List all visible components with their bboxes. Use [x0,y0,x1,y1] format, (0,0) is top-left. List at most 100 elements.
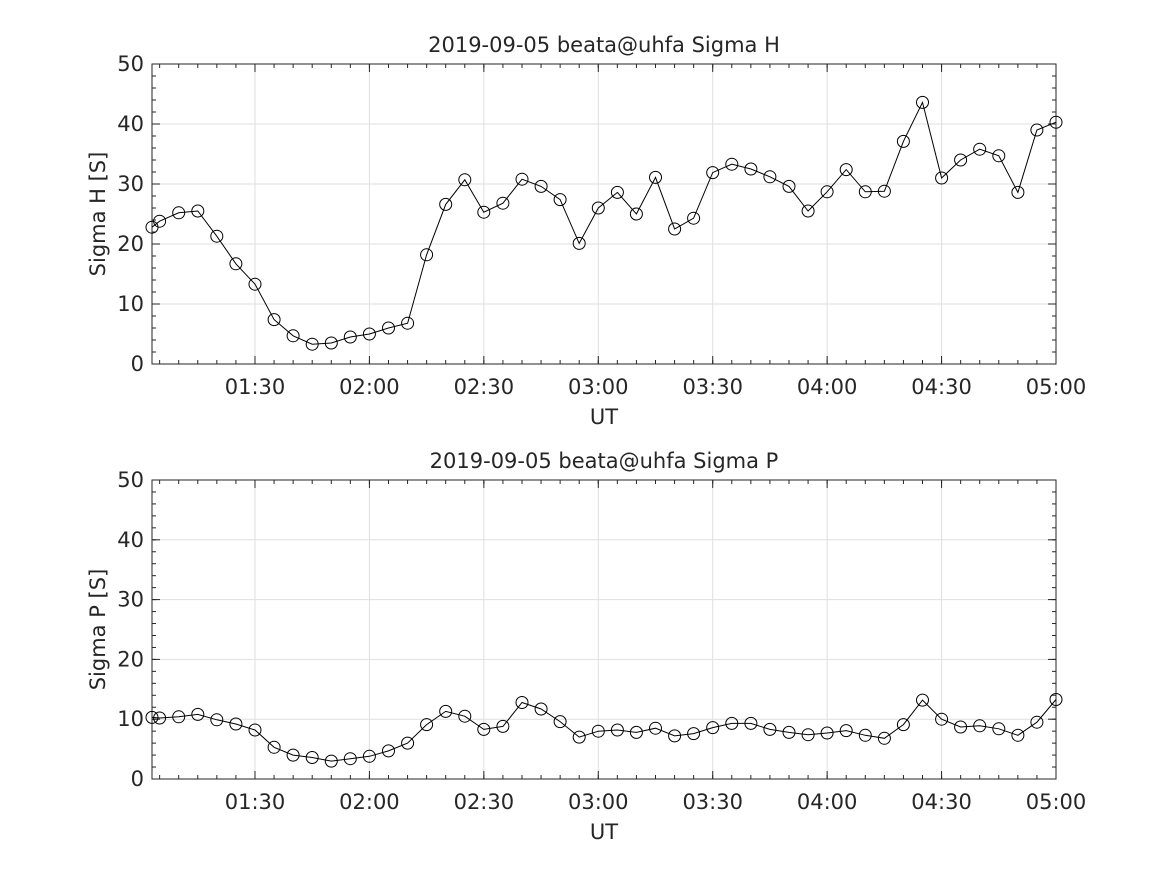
data-point [496,196,510,210]
x-tick-label: 02:00 [339,375,400,399]
data-point [267,740,281,754]
series-line [151,699,1057,762]
data-point [534,179,548,193]
data-point [687,211,701,225]
data-point [610,723,624,737]
x-tick-label: 03:00 [568,375,629,399]
data-point [145,710,159,724]
data-point [248,723,262,737]
data-point [725,157,739,171]
y-axis-label: Sigma H [S] [86,152,110,277]
data-point [229,717,243,731]
data-point [591,201,605,215]
data-point [649,721,662,735]
series-line [151,100,1057,345]
x-tick-label: 03:30 [682,790,743,814]
data-point [1030,715,1044,729]
data-point [973,142,987,156]
x-axis-label: UT [590,405,618,429]
data-point [572,730,586,744]
x-tick-label: 02:30 [454,375,515,399]
data-point [458,709,472,723]
data-point [954,153,968,167]
data-point [1049,115,1063,129]
chart-title: 2019-09-05 beata@uhfa Sigma P [430,449,779,473]
x-tick-label: 04:30 [911,375,972,399]
data-point [763,722,777,736]
data-point [553,193,567,207]
data-point [458,173,472,187]
data-point [839,163,853,177]
data-point [324,754,338,768]
data-point [973,719,987,733]
data-point [801,728,815,742]
data-point [401,316,415,330]
chart-2: 0 10 20 30 40 50 01:30 02:00 02:30 03:00 03:30 04:0… [86,449,1086,844]
data-point [286,329,300,343]
data-point [916,95,929,109]
data-point [935,712,949,726]
data-point [362,327,376,341]
y-tick-label: 30 [117,588,144,612]
axes-box [151,479,1057,780]
data-point [782,179,796,193]
data-point [801,204,815,218]
data-point [420,248,434,262]
data-point [992,149,1006,163]
data-point [935,171,949,185]
data-point [706,721,720,735]
data-point [572,236,586,250]
data-point [858,185,872,199]
data-point [668,729,682,743]
data-point [992,722,1006,736]
data-point [725,716,739,730]
data-point [362,749,376,763]
data-point [286,748,300,762]
data-point [877,184,891,198]
data-point [649,170,662,184]
x-tick-label: 03:30 [682,375,743,399]
data-point [820,726,834,740]
data-point [420,718,434,732]
x-tick-label: 04:00 [797,790,858,814]
data-point [896,134,910,148]
data-point [477,205,491,219]
data-point [210,229,224,243]
y-tick-label: 0 [131,767,144,791]
data-point [439,704,453,718]
data-point [629,207,643,221]
y-tick-label: 30 [117,172,144,196]
data-point [744,716,758,730]
data-point [305,337,319,351]
data-point [515,696,529,709]
data-point [763,170,777,184]
data-point [439,197,453,211]
data-point [229,257,243,271]
data-point [496,719,510,733]
y-tick-label: 10 [117,707,144,731]
data-point [305,751,319,764]
y-tick-label: 20 [117,647,144,671]
data-point [858,728,872,742]
chart-1: 0 10 20 30 40 50 01:30 02:00 02:30 03:00 03:30 04:0… [86,33,1086,429]
data-point [896,718,910,732]
y-tick-label: 50 [117,52,144,76]
x-tick-label: 04:00 [797,375,858,399]
data-point [210,713,224,727]
data-point [877,731,891,745]
data-point [191,707,205,721]
x-tick-label: 05:00 [1026,375,1087,399]
data-point [1011,728,1025,742]
data-point [1049,693,1063,706]
data-point [744,162,758,176]
data-point [401,736,415,750]
data-point [382,744,395,758]
y-tick-label: 50 [117,468,144,492]
y-tick-label: 0 [131,352,144,376]
y-tick-label: 40 [117,528,144,552]
x-tick-label: 01:30 [225,375,286,399]
data-point [343,330,357,344]
data-point [820,185,834,199]
axes-box [151,63,1057,365]
